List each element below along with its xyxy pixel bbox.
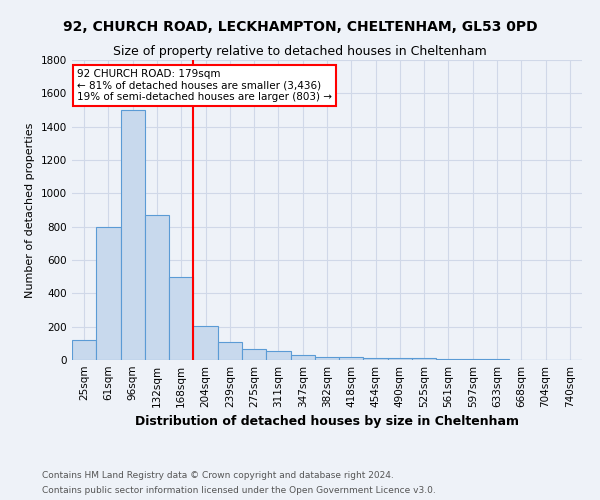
Bar — [315, 356, 339, 360]
Text: 92, CHURCH ROAD, LECKHAMPTON, CHELTENHAM, GL53 0PD: 92, CHURCH ROAD, LECKHAMPTON, CHELTENHAM… — [62, 20, 538, 34]
Text: Contains public sector information licensed under the Open Government Licence v3: Contains public sector information licen… — [42, 486, 436, 495]
Bar — [485, 359, 509, 360]
Text: 92 CHURCH ROAD: 179sqm
← 81% of detached houses are smaller (3,436)
19% of semi-: 92 CHURCH ROAD: 179sqm ← 81% of detached… — [77, 69, 332, 102]
Bar — [169, 276, 193, 360]
Bar — [388, 358, 412, 360]
Text: Size of property relative to detached houses in Cheltenham: Size of property relative to detached ho… — [113, 45, 487, 58]
Bar — [266, 351, 290, 360]
Bar — [218, 342, 242, 360]
Bar — [364, 358, 388, 360]
Bar — [461, 358, 485, 360]
Bar — [121, 110, 145, 360]
Bar — [290, 355, 315, 360]
Bar — [193, 326, 218, 360]
Y-axis label: Number of detached properties: Number of detached properties — [25, 122, 35, 298]
Bar — [412, 358, 436, 360]
Bar — [145, 215, 169, 360]
Bar — [339, 356, 364, 360]
Text: Contains HM Land Registry data © Crown copyright and database right 2024.: Contains HM Land Registry data © Crown c… — [42, 471, 394, 480]
Bar — [436, 358, 461, 360]
X-axis label: Distribution of detached houses by size in Cheltenham: Distribution of detached houses by size … — [135, 416, 519, 428]
Bar — [72, 340, 96, 360]
Bar — [242, 349, 266, 360]
Bar — [96, 226, 121, 360]
